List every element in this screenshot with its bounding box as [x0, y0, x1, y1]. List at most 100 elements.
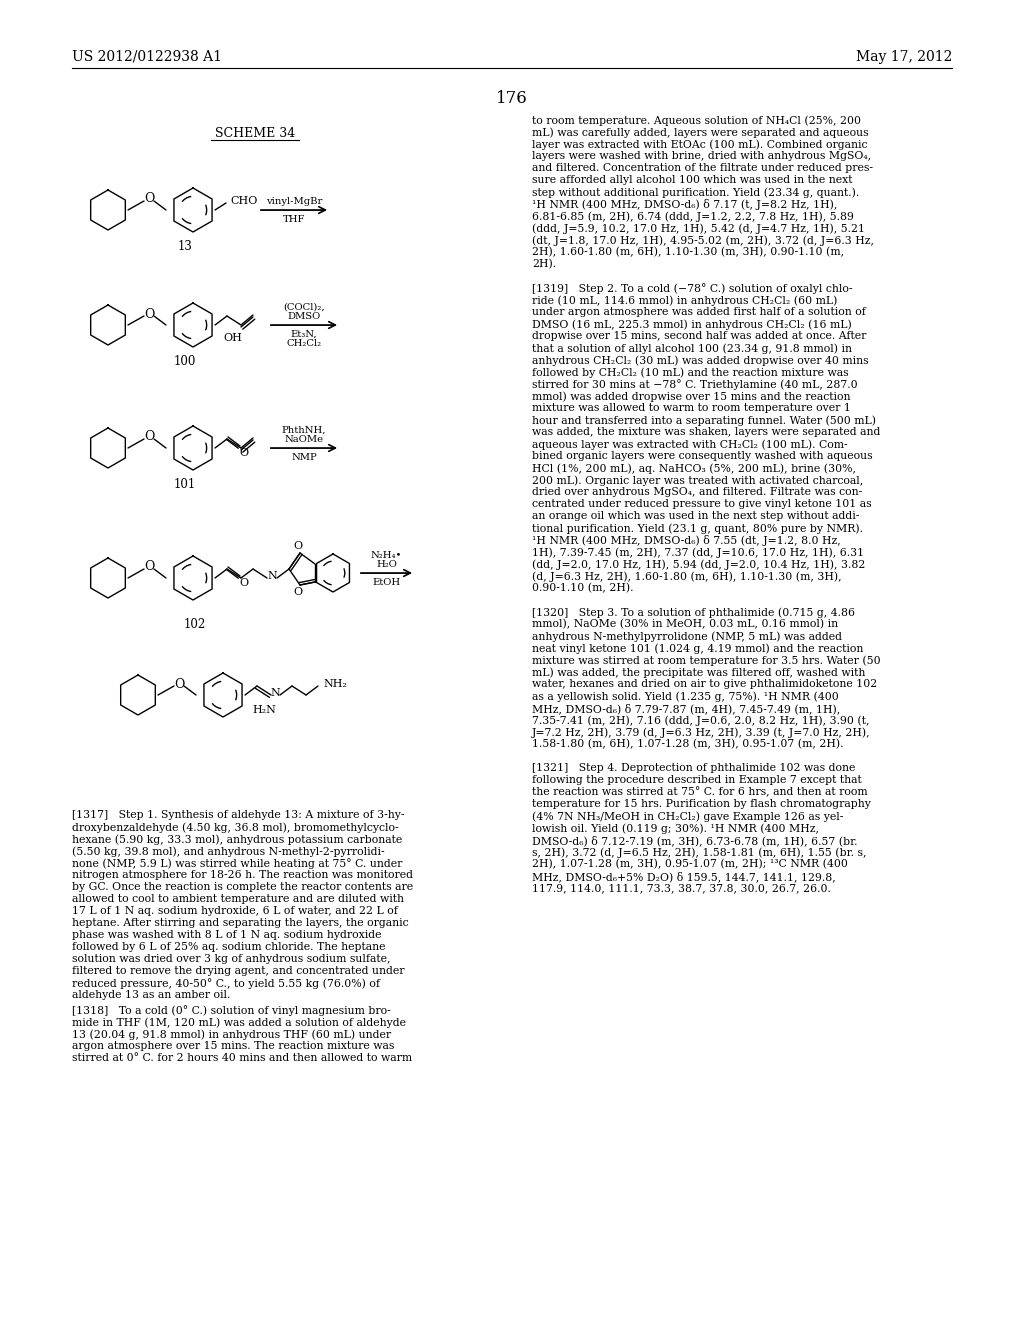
Text: phase was washed with 8 L of 1 N aq. sodium hydroxide: phase was washed with 8 L of 1 N aq. sod… [72, 931, 382, 940]
Text: [1321]   Step 4. Deprotection of phthalimide 102 was done: [1321] Step 4. Deprotection of phthalimi… [532, 763, 855, 774]
Text: water, hexanes and dried on air to give phthalimidoketone 102: water, hexanes and dried on air to give … [532, 678, 878, 689]
Text: 2H).: 2H). [532, 259, 556, 269]
Text: O: O [143, 561, 155, 573]
Text: [1318]   To a cold (0° C.) solution of vinyl magnesium bro-: [1318] To a cold (0° C.) solution of vin… [72, 1005, 391, 1016]
Text: followed by CH₂Cl₂ (10 mL) and the reaction mixture was: followed by CH₂Cl₂ (10 mL) and the react… [532, 367, 849, 378]
Text: anhydrous CH₂Cl₂ (30 mL) was added dropwise over 40 mins: anhydrous CH₂Cl₂ (30 mL) was added dropw… [532, 355, 868, 366]
Text: [1320]   Step 3. To a solution of phthalimide (0.715 g, 4.86: [1320] Step 3. To a solution of phthalim… [532, 607, 855, 618]
Text: SCHEME 34: SCHEME 34 [215, 127, 295, 140]
Text: nitrogen atmosphere for 18-26 h. The reaction was monitored: nitrogen atmosphere for 18-26 h. The rea… [72, 870, 413, 880]
Text: following the procedure described in Example 7 except that: following the procedure described in Exa… [532, 775, 862, 785]
Text: neat vinyl ketone 101 (1.024 g, 4.19 mmol) and the reaction: neat vinyl ketone 101 (1.024 g, 4.19 mmo… [532, 643, 863, 653]
Text: sure afforded allyl alcohol 100 which was used in the next: sure afforded allyl alcohol 100 which wa… [532, 176, 853, 185]
Text: hexane (5.90 kg, 33.3 mol), anhydrous potassium carbonate: hexane (5.90 kg, 33.3 mol), anhydrous po… [72, 834, 402, 845]
Text: 1.58-1.80 (m, 6H), 1.07-1.28 (m, 3H), 0.95-1.07 (m, 2H).: 1.58-1.80 (m, 6H), 1.07-1.28 (m, 3H), 0.… [532, 739, 844, 750]
Text: 200 mL). Organic layer was treated with activated charcoal,: 200 mL). Organic layer was treated with … [532, 475, 863, 486]
Text: H₂N: H₂N [252, 705, 275, 715]
Text: hour and transferred into a separating funnel. Water (500 mL): hour and transferred into a separating f… [532, 414, 876, 425]
Text: vinyl-MgBr: vinyl-MgBr [266, 197, 323, 206]
Text: (d, J=6.3 Hz, 2H), 1.60-1.80 (m, 6H), 1.10-1.30 (m, 3H),: (d, J=6.3 Hz, 2H), 1.60-1.80 (m, 6H), 1.… [532, 572, 842, 582]
Text: ¹H NMR (400 MHz, DMSO-d₆) δ 7.17 (t, J=8.2 Hz, 1H),: ¹H NMR (400 MHz, DMSO-d₆) δ 7.17 (t, J=8… [532, 199, 838, 210]
Text: NH₂: NH₂ [323, 678, 347, 689]
Text: 176: 176 [496, 90, 528, 107]
Text: EtOH: EtOH [373, 578, 400, 587]
Text: May 17, 2012: May 17, 2012 [856, 50, 952, 63]
Text: 117.9, 114.0, 111.1, 73.3, 38.7, 37.8, 30.0, 26.7, 26.0.: 117.9, 114.0, 111.1, 73.3, 38.7, 37.8, 3… [532, 883, 830, 894]
Text: US 2012/0122938 A1: US 2012/0122938 A1 [72, 50, 222, 63]
Text: aldehyde 13 as an amber oil.: aldehyde 13 as an amber oil. [72, 990, 230, 1001]
Text: mixture was allowed to warm to room temperature over 1: mixture was allowed to warm to room temp… [532, 403, 851, 413]
Text: an orange oil which was used in the next step without addi-: an orange oil which was used in the next… [532, 511, 859, 521]
Text: mmol) was added dropwise over 15 mins and the reaction: mmol) was added dropwise over 15 mins an… [532, 391, 851, 401]
Text: CHO: CHO [230, 195, 257, 206]
Text: O: O [143, 430, 155, 444]
Text: solution was dried over 3 kg of anhydrous sodium sulfate,: solution was dried over 3 kg of anhydrou… [72, 954, 390, 964]
Text: dropwise over 15 mins, second half was added at once. After: dropwise over 15 mins, second half was a… [532, 331, 866, 341]
Text: aqueous layer was extracted with CH₂Cl₂ (100 mL). Com-: aqueous layer was extracted with CH₂Cl₂ … [532, 440, 848, 450]
Text: followed by 6 L of 25% aq. sodium chloride. The heptane: followed by 6 L of 25% aq. sodium chlori… [72, 942, 385, 952]
Text: mL) was carefully added, layers were separated and aqueous: mL) was carefully added, layers were sep… [532, 127, 868, 137]
Text: CH₂Cl₂: CH₂Cl₂ [287, 339, 322, 348]
Text: that a solution of allyl alcohol 100 (23.34 g, 91.8 mmol) in: that a solution of allyl alcohol 100 (23… [532, 343, 852, 354]
Text: MHz, DMSO-d₆+5% D₂O) δ 159.5, 144.7, 141.1, 129.8,: MHz, DMSO-d₆+5% D₂O) δ 159.5, 144.7, 141… [532, 871, 836, 882]
Text: 6.81-6.85 (m, 2H), 6.74 (ddd, J=1.2, 2.2, 7.8 Hz, 1H), 5.89: 6.81-6.85 (m, 2H), 6.74 (ddd, J=1.2, 2.2… [532, 211, 854, 222]
Text: O: O [143, 308, 155, 321]
Text: N: N [270, 688, 280, 698]
Text: ¹H NMR (400 MHz, DMSO-d₆) δ 7.55 (dt, J=1.2, 8.0 Hz,: ¹H NMR (400 MHz, DMSO-d₆) δ 7.55 (dt, J=… [532, 535, 841, 546]
Text: (ddd, J=5.9, 10.2, 17.0 Hz, 1H), 5.42 (d, J=4.7 Hz, 1H), 5.21: (ddd, J=5.9, 10.2, 17.0 Hz, 1H), 5.42 (d… [532, 223, 865, 234]
Text: 17 L of 1 N aq. sodium hydroxide, 6 L of water, and 22 L of: 17 L of 1 N aq. sodium hydroxide, 6 L of… [72, 906, 398, 916]
Text: [1317]   Step 1. Synthesis of aldehyde 13: A mixture of 3-hy-: [1317] Step 1. Synthesis of aldehyde 13:… [72, 810, 404, 820]
Text: the reaction was stirred at 75° C. for 6 hrs, and then at room: the reaction was stirred at 75° C. for 6… [532, 787, 867, 797]
Text: mide in THF (1M, 120 mL) was added a solution of aldehyde: mide in THF (1M, 120 mL) was added a sol… [72, 1016, 406, 1027]
Text: mmol), NaOMe (30% in MeOH, 0.03 mL, 0.16 mmol) in: mmol), NaOMe (30% in MeOH, 0.03 mL, 0.16… [532, 619, 838, 630]
Text: temperature for 15 hrs. Purification by flash chromatography: temperature for 15 hrs. Purification by … [532, 799, 870, 809]
Text: O: O [294, 587, 302, 597]
Text: N: N [267, 572, 276, 581]
Text: (dt, J=1.8, 17.0 Hz, 1H), 4.95-5.02 (m, 2H), 3.72 (d, J=6.3 Hz,: (dt, J=1.8, 17.0 Hz, 1H), 4.95-5.02 (m, … [532, 235, 874, 246]
Text: by GC. Once the reaction is complete the reactor contents are: by GC. Once the reaction is complete the… [72, 882, 413, 892]
Text: argon atmosphere over 15 mins. The reaction mixture was: argon atmosphere over 15 mins. The react… [72, 1041, 394, 1051]
Text: allowed to cool to ambient temperature and are diluted with: allowed to cool to ambient temperature a… [72, 894, 404, 904]
Text: under argon atmosphere was added first half of a solution of: under argon atmosphere was added first h… [532, 308, 866, 317]
Text: filtered to remove the drying agent, and concentrated under: filtered to remove the drying agent, and… [72, 966, 404, 975]
Text: NMP: NMP [291, 453, 316, 462]
Text: (4% 7N NH₃/MeOH in CH₂Cl₂) gave Example 126 as yel-: (4% 7N NH₃/MeOH in CH₂Cl₂) gave Example … [532, 810, 844, 821]
Text: (dd, J=2.0, 17.0 Hz, 1H), 5.94 (dd, J=2.0, 10.4 Hz, 1H), 3.82: (dd, J=2.0, 17.0 Hz, 1H), 5.94 (dd, J=2.… [532, 558, 865, 569]
Text: 7.35-7.41 (m, 2H), 7.16 (ddd, J=0.6, 2.0, 8.2 Hz, 1H), 3.90 (t,: 7.35-7.41 (m, 2H), 7.16 (ddd, J=0.6, 2.0… [532, 715, 869, 726]
Text: layers were washed with brine, dried with anhydrous MgSO₄,: layers were washed with brine, dried wit… [532, 150, 871, 161]
Text: NaOMe: NaOMe [285, 436, 324, 444]
Text: mixture was stirred at room temperature for 3.5 hrs. Water (50: mixture was stirred at room temperature … [532, 655, 881, 665]
Text: 2H), 1.07-1.28 (m, 3H), 0.95-1.07 (m, 2H); ¹³C NMR (400: 2H), 1.07-1.28 (m, 3H), 0.95-1.07 (m, 2H… [532, 859, 848, 870]
Text: to room temperature. Aqueous solution of NH₄Cl (25%, 200: to room temperature. Aqueous solution of… [532, 115, 861, 125]
Text: lowish oil. Yield (0.119 g; 30%). ¹H NMR (400 MHz,: lowish oil. Yield (0.119 g; 30%). ¹H NMR… [532, 822, 819, 833]
Text: anhydrous N-methylpyrrolidone (NMP, 5 mL) was added: anhydrous N-methylpyrrolidone (NMP, 5 mL… [532, 631, 842, 642]
Text: H₂O: H₂O [376, 560, 397, 569]
Text: s, 2H), 3.72 (d, J=6.5 Hz, 2H), 1.58-1.81 (m, 6H), 1.55 (br. s,: s, 2H), 3.72 (d, J=6.5 Hz, 2H), 1.58-1.8… [532, 847, 866, 858]
Text: 13: 13 [177, 240, 193, 253]
Text: ride (10 mL, 114.6 mmol) in anhydrous CH₂Cl₂ (60 mL): ride (10 mL, 114.6 mmol) in anhydrous CH… [532, 294, 838, 305]
Text: stirred at 0° C. for 2 hours 40 mins and then allowed to warm: stirred at 0° C. for 2 hours 40 mins and… [72, 1053, 412, 1063]
Text: mL) was added, the precipitate was filtered off, washed with: mL) was added, the precipitate was filte… [532, 667, 865, 677]
Text: step without additional purification. Yield (23.34 g, quant.).: step without additional purification. Yi… [532, 187, 859, 198]
Text: HCl (1%, 200 mL), aq. NaHCO₃ (5%, 200 mL), brine (30%,: HCl (1%, 200 mL), aq. NaHCO₃ (5%, 200 mL… [532, 463, 856, 474]
Text: 13 (20.04 g, 91.8 mmol) in anhydrous THF (60 mL) under: 13 (20.04 g, 91.8 mmol) in anhydrous THF… [72, 1030, 391, 1040]
Text: [1319]   Step 2. To a cold (−78° C.) solution of oxalyl chlo-: [1319] Step 2. To a cold (−78° C.) solut… [532, 282, 853, 294]
Text: 0.90-1.10 (m, 2H).: 0.90-1.10 (m, 2H). [532, 583, 634, 594]
Text: 101: 101 [174, 478, 197, 491]
Text: 100: 100 [174, 355, 197, 368]
Text: MHz, DMSO-d₆) δ 7.79-7.87 (m, 4H), 7.45-7.49 (m, 1H),: MHz, DMSO-d₆) δ 7.79-7.87 (m, 4H), 7.45-… [532, 704, 841, 714]
Text: O: O [240, 447, 249, 458]
Text: none (NMP, 5.9 L) was stirred while heating at 75° C. under: none (NMP, 5.9 L) was stirred while heat… [72, 858, 402, 869]
Text: droxybenzaldehyde (4.50 kg, 36.8 mol), bromomethylcyclo-: droxybenzaldehyde (4.50 kg, 36.8 mol), b… [72, 822, 398, 833]
Text: centrated under reduced pressure to give vinyl ketone 101 as: centrated under reduced pressure to give… [532, 499, 871, 510]
Text: 1H), 7.39-7.45 (m, 2H), 7.37 (dd, J=10.6, 17.0 Hz, 1H), 6.31: 1H), 7.39-7.45 (m, 2H), 7.37 (dd, J=10.6… [532, 546, 864, 557]
Text: O: O [174, 677, 184, 690]
Text: O: O [240, 578, 249, 587]
Text: Et₃N,: Et₃N, [291, 330, 317, 339]
Text: J=7.2 Hz, 2H), 3.79 (d, J=6.3 Hz, 2H), 3.39 (t, J=7.0 Hz, 2H),: J=7.2 Hz, 2H), 3.79 (d, J=6.3 Hz, 2H), 3… [532, 727, 870, 738]
Text: reduced pressure, 40-50° C., to yield 5.55 kg (76.0%) of: reduced pressure, 40-50° C., to yield 5.… [72, 978, 380, 989]
Text: 102: 102 [184, 618, 206, 631]
Text: DMSO (16 mL, 225.3 mmol) in anhydrous CH₂Cl₂ (16 mL): DMSO (16 mL, 225.3 mmol) in anhydrous CH… [532, 319, 852, 330]
Text: layer was extracted with EtOAc (100 mL). Combined organic: layer was extracted with EtOAc (100 mL).… [532, 139, 867, 149]
Text: was added, the mixture was shaken, layers were separated and: was added, the mixture was shaken, layer… [532, 426, 881, 437]
